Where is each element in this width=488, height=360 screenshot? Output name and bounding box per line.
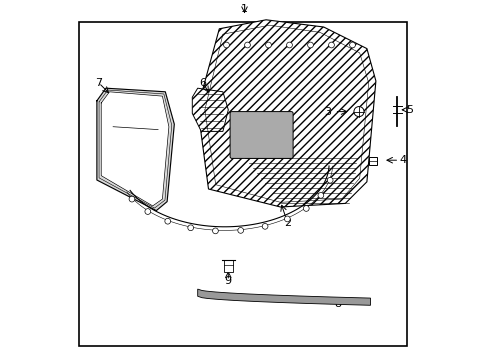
Polygon shape (192, 88, 228, 131)
Circle shape (129, 196, 135, 202)
Bar (368, 157, 376, 165)
Circle shape (307, 42, 313, 48)
Bar (224, 260, 232, 272)
Circle shape (223, 42, 229, 48)
Text: 8: 8 (334, 299, 341, 309)
Text: 6: 6 (199, 78, 206, 88)
Circle shape (212, 228, 218, 234)
Text: 1: 1 (241, 4, 247, 14)
Text: 9: 9 (224, 276, 231, 286)
Polygon shape (97, 88, 174, 211)
Text: 2: 2 (284, 218, 291, 228)
Circle shape (187, 225, 193, 231)
Circle shape (265, 42, 271, 48)
Circle shape (262, 224, 267, 229)
Text: 5: 5 (406, 105, 413, 115)
Circle shape (349, 42, 355, 48)
Circle shape (284, 216, 290, 222)
Circle shape (326, 177, 332, 183)
Circle shape (317, 193, 323, 198)
Circle shape (328, 42, 334, 48)
Circle shape (286, 42, 292, 48)
FancyBboxPatch shape (230, 112, 292, 158)
Circle shape (164, 219, 170, 224)
Polygon shape (101, 92, 168, 206)
Text: 3: 3 (323, 107, 330, 117)
Circle shape (303, 206, 308, 211)
Polygon shape (197, 20, 375, 207)
Circle shape (237, 228, 243, 233)
Text: 7: 7 (95, 78, 102, 88)
Text: 4: 4 (399, 155, 406, 165)
Circle shape (144, 209, 150, 215)
Circle shape (244, 42, 250, 48)
Polygon shape (197, 289, 370, 305)
Circle shape (353, 107, 363, 117)
